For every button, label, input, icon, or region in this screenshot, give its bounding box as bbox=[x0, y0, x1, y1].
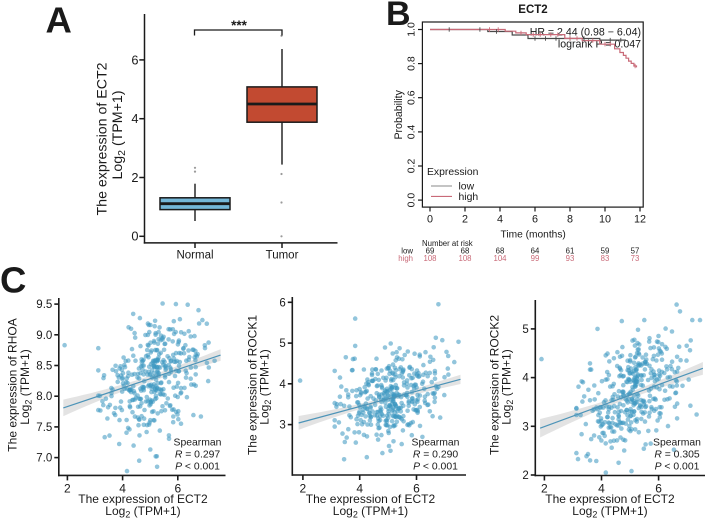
svg-text:59: 59 bbox=[601, 247, 610, 256]
svg-text:Spearman: Spearman bbox=[653, 438, 701, 449]
svg-text:1.0: 1.0 bbox=[406, 22, 418, 37]
svg-text:C: C bbox=[0, 260, 26, 301]
svg-text:The expression of ECT2: The expression of ECT2 bbox=[95, 62, 111, 215]
svg-text:4: 4 bbox=[119, 482, 126, 496]
svg-text:R = 0.297: R = 0.297 bbox=[175, 450, 221, 461]
svg-text:P < 0.001: P < 0.001 bbox=[655, 461, 700, 472]
svg-text:104: 104 bbox=[493, 254, 507, 263]
svg-text:93: 93 bbox=[566, 254, 575, 263]
svg-text:69: 69 bbox=[426, 247, 435, 256]
svg-text:2: 2 bbox=[522, 470, 528, 482]
svg-text:Log2 (TPM+1): Log2 (TPM+1) bbox=[500, 349, 516, 424]
svg-text:4: 4 bbox=[497, 213, 503, 225]
svg-text:Log2 (TPM+1): Log2 (TPM+1) bbox=[105, 504, 180, 520]
svg-text:Spearman: Spearman bbox=[412, 438, 460, 449]
svg-text:6: 6 bbox=[131, 52, 138, 67]
svg-text:7.0: 7.0 bbox=[36, 453, 52, 465]
svg-text:3: 3 bbox=[522, 421, 528, 433]
svg-text:Spearman: Spearman bbox=[174, 438, 222, 449]
svg-text:8: 8 bbox=[567, 213, 573, 225]
svg-text:The expression of RHOA: The expression of RHOA bbox=[6, 318, 20, 451]
svg-text:The expression of ROCK2: The expression of ROCK2 bbox=[488, 315, 502, 455]
svg-text:83: 83 bbox=[601, 254, 610, 263]
svg-text:108: 108 bbox=[458, 254, 471, 263]
svg-text:3: 3 bbox=[279, 420, 285, 432]
svg-text:108: 108 bbox=[423, 254, 436, 263]
svg-text:0: 0 bbox=[131, 229, 138, 244]
svg-text:Log2 (TPM+1): Log2 (TPM+1) bbox=[333, 504, 408, 520]
svg-text:7.5: 7.5 bbox=[36, 422, 52, 434]
svg-text:Probability: Probability bbox=[393, 89, 405, 139]
svg-text:6: 6 bbox=[413, 482, 420, 496]
svg-text:68: 68 bbox=[461, 247, 470, 256]
svg-text:2: 2 bbox=[300, 482, 307, 496]
svg-text:Log2 (TPM+1): Log2 (TPM+1) bbox=[572, 504, 647, 520]
svg-text:64: 64 bbox=[531, 247, 540, 256]
svg-text:A: A bbox=[46, 0, 72, 40]
svg-text:The expression of ROCK1: The expression of ROCK1 bbox=[246, 315, 260, 455]
svg-text:4: 4 bbox=[356, 482, 363, 496]
svg-text:low: low bbox=[401, 247, 413, 256]
svg-text:Log2 (TPM+1): Log2 (TPM+1) bbox=[18, 349, 34, 424]
svg-text:0.6: 0.6 bbox=[406, 90, 418, 105]
svg-text:Time (months): Time (months) bbox=[501, 229, 566, 240]
svg-text:6: 6 bbox=[174, 482, 181, 496]
svg-text:2: 2 bbox=[462, 213, 468, 225]
svg-text:6: 6 bbox=[655, 482, 662, 496]
svg-text:HR = 2.44 (0.98 − 6.04): HR = 2.44 (0.98 − 6.04) bbox=[530, 27, 641, 39]
svg-text:5: 5 bbox=[279, 338, 285, 350]
svg-text:0.2: 0.2 bbox=[406, 159, 418, 174]
svg-text:R = 0.290: R = 0.290 bbox=[413, 450, 459, 461]
svg-text:P < 0.001: P < 0.001 bbox=[413, 461, 458, 472]
svg-text:2: 2 bbox=[131, 170, 138, 185]
svg-text:0.0: 0.0 bbox=[406, 193, 418, 208]
svg-text:6: 6 bbox=[532, 213, 538, 225]
svg-text:57: 57 bbox=[631, 247, 640, 256]
svg-text:Normal: Normal bbox=[176, 250, 213, 262]
svg-text:4: 4 bbox=[279, 379, 286, 391]
svg-text:high: high bbox=[398, 254, 413, 263]
svg-text:68: 68 bbox=[496, 247, 505, 256]
svg-text:B: B bbox=[386, 0, 411, 33]
svg-text:0.8: 0.8 bbox=[406, 56, 418, 71]
svg-text:4: 4 bbox=[522, 373, 529, 385]
svg-text:6: 6 bbox=[279, 297, 285, 309]
svg-text:ECT2: ECT2 bbox=[518, 4, 547, 16]
svg-text:2: 2 bbox=[64, 482, 71, 496]
svg-text:Log2 (TPM+1): Log2 (TPM+1) bbox=[110, 90, 128, 179]
svg-text:9.0: 9.0 bbox=[36, 330, 52, 342]
svg-text:high: high bbox=[459, 192, 479, 203]
svg-text:R = 0.305: R = 0.305 bbox=[654, 450, 700, 461]
svg-text:61: 61 bbox=[566, 247, 575, 256]
svg-text:4: 4 bbox=[598, 482, 605, 496]
svg-text:0.4: 0.4 bbox=[406, 124, 418, 139]
svg-text:0: 0 bbox=[427, 213, 433, 225]
svg-text:9.5: 9.5 bbox=[36, 299, 52, 311]
svg-text:8.0: 8.0 bbox=[36, 391, 52, 403]
svg-text:10: 10 bbox=[599, 213, 611, 225]
svg-text:73: 73 bbox=[631, 254, 640, 263]
svg-text:The expression of ECT2: The expression of ECT2 bbox=[78, 492, 208, 506]
svg-text:Log2 (TPM+1): Log2 (TPM+1) bbox=[258, 349, 274, 424]
svg-text:4: 4 bbox=[131, 111, 138, 126]
svg-text:P < 0.001: P < 0.001 bbox=[175, 461, 220, 472]
svg-text:2: 2 bbox=[541, 482, 548, 496]
svg-text:The expression of ECT2: The expression of ECT2 bbox=[545, 492, 675, 506]
svg-text:8.5: 8.5 bbox=[36, 361, 52, 373]
svg-text:Tumor: Tumor bbox=[266, 250, 299, 262]
svg-text:***: *** bbox=[231, 18, 248, 33]
svg-text:99: 99 bbox=[531, 254, 540, 263]
svg-text:Expression: Expression bbox=[427, 167, 479, 178]
svg-text:12: 12 bbox=[634, 213, 646, 225]
svg-text:Number at risk: Number at risk bbox=[422, 239, 473, 248]
svg-text:The expression of ECT2: The expression of ECT2 bbox=[306, 492, 436, 506]
svg-text:5: 5 bbox=[522, 324, 528, 336]
svg-text:low: low bbox=[459, 182, 475, 193]
